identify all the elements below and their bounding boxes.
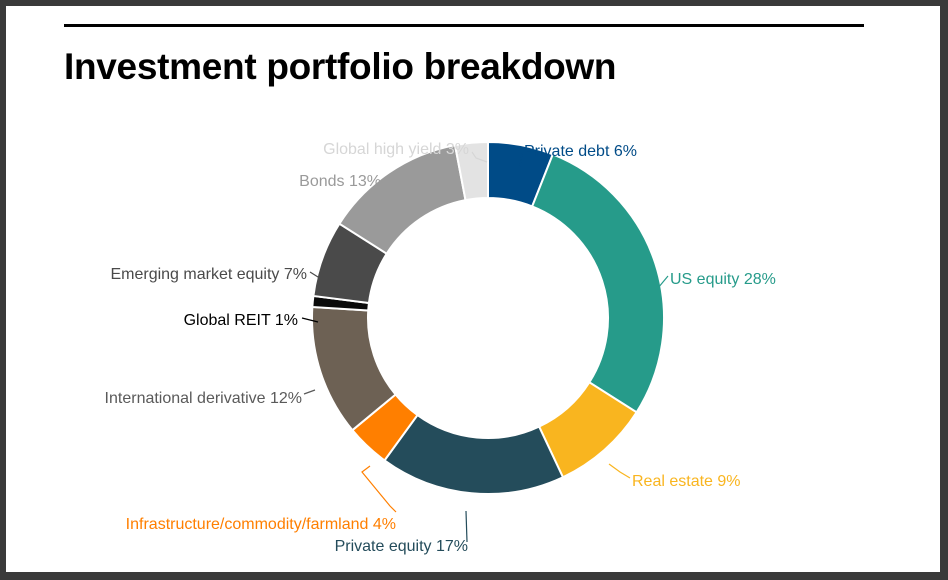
slice-label: Private debt 6% [524,143,637,160]
slice-label: Real estate 9% [632,473,741,490]
donut-chart: Private debt 6% US equity 28% Real estate … [105,140,776,555]
page-title: Investment portfolio breakdown [64,46,617,87]
slice-label: Emerging market equity 7% [110,266,307,283]
top-rule [64,24,864,27]
leader-line [303,389,316,395]
slice-label: International derivative 12% [105,390,302,407]
slice-label: Infrastructure/commodity/farmland 4% [126,516,396,533]
leader-line [608,463,631,479]
leader-line [471,151,488,163]
leader-line [361,465,397,513]
donut-slice [530,153,665,414]
chart-card: Investment portfolio breakdown Private d… [6,6,940,572]
slice-label: Bonds 13% [299,173,381,190]
leader-line [519,153,523,167]
donut-slice [453,140,489,202]
slice-label: Global REIT 1% [184,312,298,329]
leader-line [381,185,391,203]
leader-line [309,271,327,283]
slice-label: Private equity 17% [335,538,468,555]
leader-line [301,317,319,323]
slice-label: US equity 28% [670,271,776,288]
donut-slice [383,413,565,495]
slice-label: Global high yield 3% [323,141,469,158]
leader-line [657,275,669,289]
leader-line [465,510,468,543]
